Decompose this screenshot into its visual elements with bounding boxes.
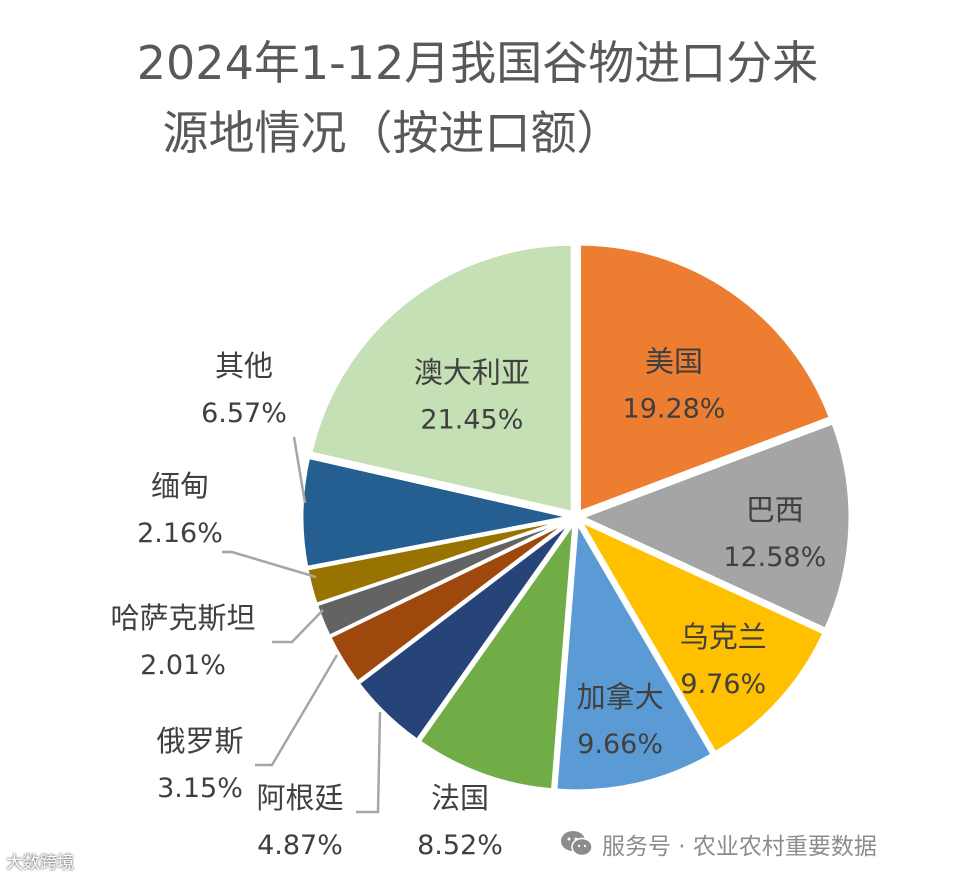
slice-name-label-2: 巴西 (746, 493, 804, 527)
slice-value-label-3: 9.76% (680, 669, 766, 700)
leader-line-7 (255, 654, 339, 767)
slice-value-label-2: 12.58% (723, 542, 826, 573)
slice-name-label-8: 哈萨克斯坦 (110, 601, 255, 635)
pie-slice-11 (309, 242, 574, 515)
leader-line-9 (222, 550, 317, 579)
slice-name-label-4: 加拿大 (577, 680, 664, 714)
pie-slice-10 (300, 455, 571, 570)
slice-value-label-10: 6.57% (201, 398, 287, 429)
leader-line-10 (292, 436, 307, 504)
slice-name-label-1: 美国 (645, 345, 703, 379)
slice-value-label-7: 3.15% (157, 773, 243, 804)
slice-value-label-4: 9.66% (577, 729, 663, 760)
pie-slice-2 (578, 420, 852, 632)
slice-name-label-11: 澳大利亚 (414, 356, 530, 390)
slice-value-label-11: 21.45% (420, 405, 523, 436)
pie-slice-1 (577, 242, 833, 515)
pie-slice-3 (576, 517, 826, 755)
pie-slice-4 (554, 517, 715, 793)
slice-value-label-6: 4.87% (257, 830, 343, 861)
watermark-right: 服务号 · 农业农村重要数据 (560, 826, 877, 862)
chart-title: 2024年1-12月我国谷物进口分来 源地情况（按进口额） (0, 28, 955, 168)
leader-line-6 (356, 711, 382, 814)
slice-name-label-9: 缅甸 (151, 469, 209, 503)
chart-title-line-2: 源地情况（按进口额） (162, 106, 623, 160)
pie-slice-5 (417, 517, 576, 792)
pie-slice-9 (305, 517, 571, 607)
slice-value-label-1: 19.28% (623, 394, 726, 425)
slice-name-label-3: 乌克兰 (680, 620, 767, 654)
wechat-icon (561, 831, 593, 857)
slice-name-label-10: 其他 (215, 349, 273, 383)
pie-slice-6 (356, 520, 574, 743)
leader-line-8 (272, 609, 324, 644)
watermark-left: 大数跨境 (6, 853, 74, 873)
slice-name-label-5: 法国 (431, 781, 489, 815)
slice-value-label-9: 2.16% (137, 518, 223, 549)
slice-name-label-6: 阿根廷 (256, 781, 343, 815)
slice-value-label-5: 8.52% (417, 830, 503, 861)
chart-title-line-1: 2024年1-12月我国谷物进口分来 (136, 36, 819, 90)
slice-name-label-7: 俄罗斯 (156, 724, 243, 758)
slice-value-label-8: 2.01% (140, 650, 226, 681)
watermark-right-text: 服务号 · 农业农村重要数据 (602, 834, 877, 860)
